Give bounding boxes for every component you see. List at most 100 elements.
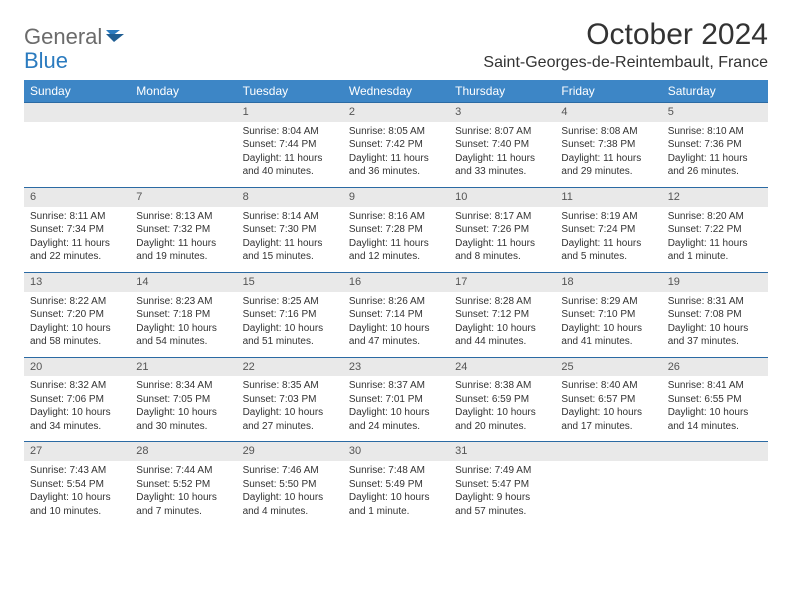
sunrise-text: Sunrise: 8:16 AM <box>349 210 443 224</box>
sunset-text: Sunset: 7:28 PM <box>349 223 443 237</box>
day-number-row: 12345 <box>24 103 768 122</box>
day-number: 20 <box>24 357 130 376</box>
daylight-text-1: Daylight: 11 hours <box>668 237 762 251</box>
day-number: 2 <box>343 103 449 122</box>
day-cell: Sunrise: 8:23 AMSunset: 7:18 PMDaylight:… <box>130 292 236 358</box>
daylight-text-1: Daylight: 11 hours <box>30 237 124 251</box>
daylight-text-2: and 26 minutes. <box>668 165 762 179</box>
day-number: 13 <box>24 272 130 291</box>
day-content-row: Sunrise: 8:32 AMSunset: 7:06 PMDaylight:… <box>24 376 768 442</box>
day-content-row: Sunrise: 7:43 AMSunset: 5:54 PMDaylight:… <box>24 461 768 529</box>
day-cell: Sunrise: 8:32 AMSunset: 7:06 PMDaylight:… <box>24 376 130 442</box>
day-number: 23 <box>343 357 449 376</box>
day-cell: Sunrise: 8:37 AMSunset: 7:01 PMDaylight:… <box>343 376 449 442</box>
daylight-text-2: and 29 minutes. <box>561 165 655 179</box>
day-number: 6 <box>24 187 130 206</box>
day-number: 29 <box>237 442 343 461</box>
sunrise-text: Sunrise: 8:34 AM <box>136 379 230 393</box>
weekday-header: Wednesday <box>343 80 449 103</box>
daylight-text-2: and 1 minute. <box>349 505 443 519</box>
sunset-text: Sunset: 7:10 PM <box>561 308 655 322</box>
day-number: 31 <box>449 442 555 461</box>
sunrise-text: Sunrise: 8:08 AM <box>561 125 655 139</box>
day-number: 17 <box>449 272 555 291</box>
daylight-text-2: and 57 minutes. <box>455 505 549 519</box>
sunrise-text: Sunrise: 8:28 AM <box>455 295 549 309</box>
daylight-text-1: Daylight: 10 hours <box>136 491 230 505</box>
day-cell: Sunrise: 8:22 AMSunset: 7:20 PMDaylight:… <box>24 292 130 358</box>
sunrise-text: Sunrise: 8:37 AM <box>349 379 443 393</box>
daylight-text-2: and 19 minutes. <box>136 250 230 264</box>
daylight-text-2: and 14 minutes. <box>668 420 762 434</box>
sunset-text: Sunset: 7:12 PM <box>455 308 549 322</box>
day-number <box>555 442 661 461</box>
day-cell: Sunrise: 8:28 AMSunset: 7:12 PMDaylight:… <box>449 292 555 358</box>
daylight-text-1: Daylight: 11 hours <box>561 237 655 251</box>
day-number: 11 <box>555 187 661 206</box>
day-number <box>662 442 768 461</box>
header: General October 2024 Saint-Georges-de-Re… <box>24 18 768 72</box>
sunrise-text: Sunrise: 8:31 AM <box>668 295 762 309</box>
daylight-text-1: Daylight: 11 hours <box>349 152 443 166</box>
day-cell: Sunrise: 8:20 AMSunset: 7:22 PMDaylight:… <box>662 207 768 273</box>
daylight-text-2: and 41 minutes. <box>561 335 655 349</box>
sunset-text: Sunset: 5:54 PM <box>30 478 124 492</box>
sunset-text: Sunset: 7:06 PM <box>30 393 124 407</box>
sunset-text: Sunset: 7:20 PM <box>30 308 124 322</box>
day-number: 24 <box>449 357 555 376</box>
sunrise-text: Sunrise: 7:46 AM <box>243 464 337 478</box>
weekday-header: Sunday <box>24 80 130 103</box>
sunset-text: Sunset: 7:38 PM <box>561 138 655 152</box>
month-title: October 2024 <box>483 18 768 52</box>
day-number: 10 <box>449 187 555 206</box>
day-cell: Sunrise: 8:41 AMSunset: 6:55 PMDaylight:… <box>662 376 768 442</box>
day-cell: Sunrise: 8:31 AMSunset: 7:08 PMDaylight:… <box>662 292 768 358</box>
day-number-row: 13141516171819 <box>24 272 768 291</box>
daylight-text-2: and 12 minutes. <box>349 250 443 264</box>
sunset-text: Sunset: 7:34 PM <box>30 223 124 237</box>
daylight-text-1: Daylight: 10 hours <box>136 406 230 420</box>
sunrise-text: Sunrise: 8:35 AM <box>243 379 337 393</box>
sunset-text: Sunset: 7:40 PM <box>455 138 549 152</box>
sunrise-text: Sunrise: 8:07 AM <box>455 125 549 139</box>
daylight-text-1: Daylight: 10 hours <box>455 322 549 336</box>
sunset-text: Sunset: 7:44 PM <box>243 138 337 152</box>
day-cell: Sunrise: 8:40 AMSunset: 6:57 PMDaylight:… <box>555 376 661 442</box>
sunset-text: Sunset: 5:50 PM <box>243 478 337 492</box>
daylight-text-1: Daylight: 10 hours <box>668 322 762 336</box>
sunrise-text: Sunrise: 8:38 AM <box>455 379 549 393</box>
day-cell: Sunrise: 7:43 AMSunset: 5:54 PMDaylight:… <box>24 461 130 529</box>
daylight-text-2: and 27 minutes. <box>243 420 337 434</box>
weekday-header: Friday <box>555 80 661 103</box>
sunrise-text: Sunrise: 7:44 AM <box>136 464 230 478</box>
day-cell: Sunrise: 7:49 AMSunset: 5:47 PMDaylight:… <box>449 461 555 529</box>
weekday-header: Saturday <box>662 80 768 103</box>
day-number: 16 <box>343 272 449 291</box>
sunrise-text: Sunrise: 8:26 AM <box>349 295 443 309</box>
daylight-text-1: Daylight: 10 hours <box>349 491 443 505</box>
day-number: 9 <box>343 187 449 206</box>
daylight-text-2: and 1 minute. <box>668 250 762 264</box>
sunset-text: Sunset: 7:05 PM <box>136 393 230 407</box>
sunset-text: Sunset: 6:55 PM <box>668 393 762 407</box>
sunset-text: Sunset: 7:14 PM <box>349 308 443 322</box>
day-cell <box>130 122 236 188</box>
sunset-text: Sunset: 7:26 PM <box>455 223 549 237</box>
logo-blue-wrap: Blue <box>24 48 68 74</box>
logo: General <box>24 18 130 50</box>
day-cell <box>555 461 661 529</box>
daylight-text-2: and 44 minutes. <box>455 335 549 349</box>
day-number: 15 <box>237 272 343 291</box>
day-number: 30 <box>343 442 449 461</box>
sunrise-text: Sunrise: 8:29 AM <box>561 295 655 309</box>
weekday-header: Monday <box>130 80 236 103</box>
day-number: 25 <box>555 357 661 376</box>
daylight-text-2: and 37 minutes. <box>668 335 762 349</box>
daylight-text-1: Daylight: 11 hours <box>455 237 549 251</box>
daylight-text-2: and 8 minutes. <box>455 250 549 264</box>
daylight-text-2: and 17 minutes. <box>561 420 655 434</box>
sunset-text: Sunset: 7:24 PM <box>561 223 655 237</box>
day-number: 21 <box>130 357 236 376</box>
daylight-text-2: and 15 minutes. <box>243 250 337 264</box>
calendar-table: SundayMondayTuesdayWednesdayThursdayFrid… <box>24 80 768 529</box>
